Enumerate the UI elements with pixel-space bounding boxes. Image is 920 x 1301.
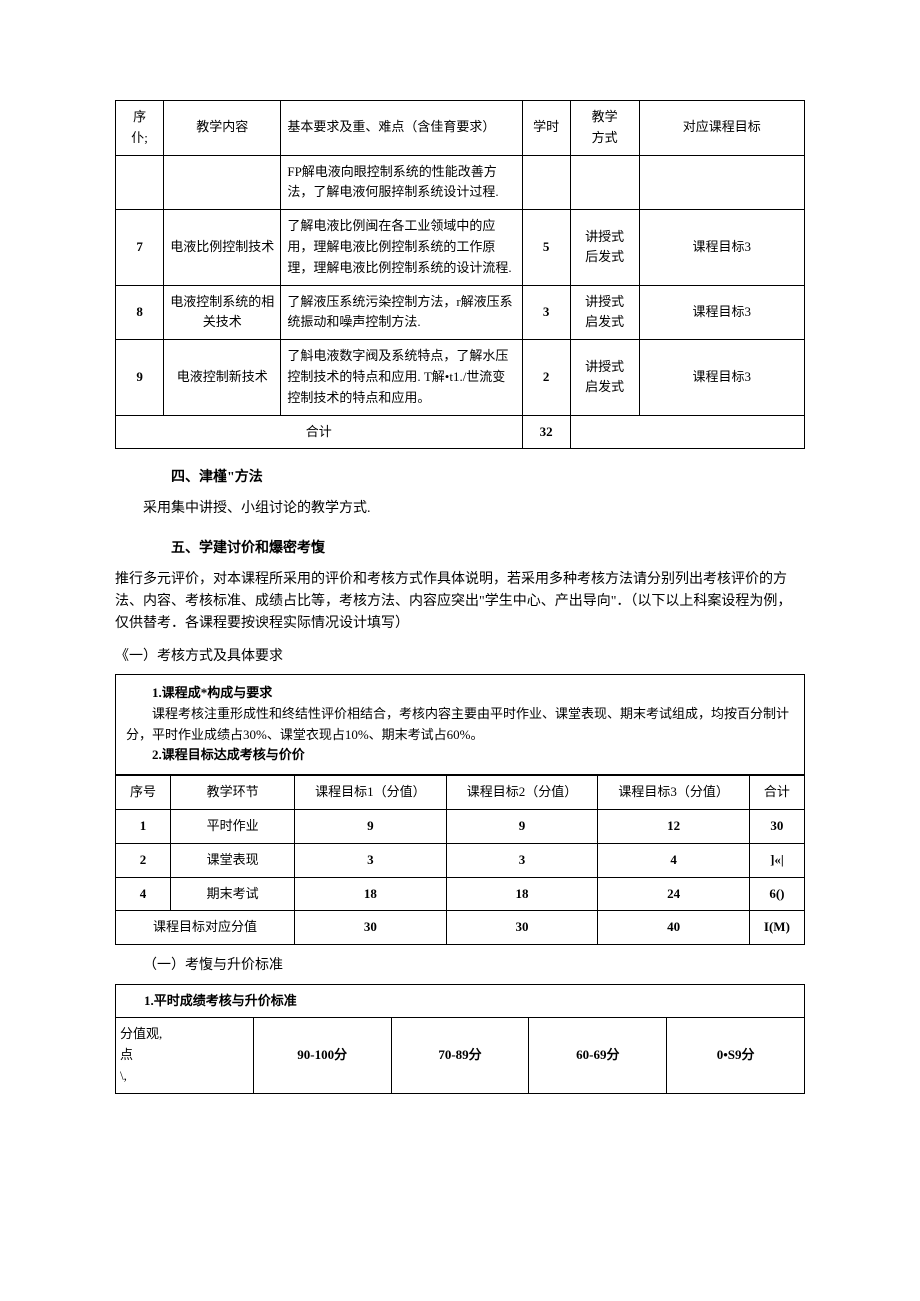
cell: 30	[749, 810, 804, 844]
cell-hours	[522, 155, 570, 210]
cell-req: 了解液压系统污染控制方法，r解液压系统振动和噪声控制方法.	[281, 285, 522, 340]
section-4-heading: 四、津槿"方法	[171, 467, 805, 489]
col-goal2: 课程目标2（分值）	[446, 776, 598, 810]
goal-score-table: 序号 教学环节 课程目标1（分值） 课程目标2（分值） 课程目标3（分值） 合计…	[115, 775, 805, 945]
assess-subheading-1: 《一）考核方式及具体要求	[115, 646, 805, 668]
assessment-requirements-box: 1.课程成*构成与要求 课程考核注重形成性和终结性评价相结合，考核内容主要由平时…	[115, 674, 805, 775]
cell-mode: 讲授式 后发式	[570, 210, 639, 285]
table-total-row: 合计 32	[116, 415, 805, 449]
cell: 4	[116, 877, 171, 911]
cell: 24	[598, 877, 750, 911]
cell-content: 电液控制系统的相关技术	[164, 285, 281, 340]
table-row: FP解电液向眼控制系统的性能改善方法，了解电液何服捽制系统设计过程.	[116, 155, 805, 210]
table-row: 8 电液控制系统的相关技术 了解液压系统污染控制方法，r解液压系统振动和噪声控制…	[116, 285, 805, 340]
cell: 18	[295, 877, 447, 911]
table-row: 2 课堂表现 3 3 4 ]«|	[116, 843, 805, 877]
box-cell: 1.课程成*构成与要求 课程考核注重形成性和终结性评价相结合，考核内容主要由平时…	[116, 675, 805, 775]
cell: 2	[116, 843, 171, 877]
col-goal3: 课程目标3（分值）	[598, 776, 750, 810]
col-index: 序 仆;	[116, 101, 164, 156]
cell-mode	[570, 155, 639, 210]
cell: 70-89分	[391, 1018, 529, 1093]
cell-idx	[116, 155, 164, 210]
table-row: 1 平时作业 9 9 12 30	[116, 810, 805, 844]
table-footer-row: 课程目标对应分值 30 30 40 I(M)	[116, 911, 805, 945]
section-4-paragraph: 采用集中讲授、小组讨论的教学方式.	[115, 498, 805, 520]
box-line-1: 1.课程成*构成与要求	[126, 683, 794, 704]
section-5-heading: 五、学建讨价和爆密考愎	[171, 538, 805, 560]
teaching-content-table: 序 仆; 教学内容 基本要求及重、难点（含佳育要求） 学时 教学 方式 对应课程…	[115, 100, 805, 449]
score-standard-table: 1.平时成绩考核与升价标准 分值观, 点 \, 90-100分 70-89分 6…	[115, 984, 805, 1094]
cell-content: 电液控制新技术	[164, 340, 281, 415]
cell: 18	[446, 877, 598, 911]
cell-content: 电液比例控制技术	[164, 210, 281, 285]
cell-req: FP解电液向眼控制系统的性能改善方法，了解电液何服捽制系统设计过程.	[281, 155, 522, 210]
cell: 30	[446, 911, 598, 945]
col-content: 教学内容	[164, 101, 281, 156]
table-header-row: 序号 教学环节 课程目标1（分值） 课程目标2（分值） 课程目标3（分值） 合计	[116, 776, 805, 810]
cell: 60-69分	[529, 1018, 667, 1093]
assess-subheading-2: （一）考愎与升价标准	[115, 955, 805, 977]
col-total: 合计	[749, 776, 804, 810]
t4-title: 1.平时成绩考核与升价标准	[116, 984, 805, 1018]
cell-hours: 3	[522, 285, 570, 340]
table-row: 4 期末考试 18 18 24 6()	[116, 877, 805, 911]
col-mode: 教学 方式	[570, 101, 639, 156]
cell: 0•S9分	[667, 1018, 805, 1093]
cell: 3	[446, 843, 598, 877]
cell: ]«|	[749, 843, 804, 877]
table-row: 1.平时成绩考核与升价标准	[116, 984, 805, 1018]
total-hours: 32	[522, 415, 570, 449]
box-line-2: 课程考核注重形成性和终结性评价相结合，考核内容主要由平时作业、课堂表现、期末考试…	[126, 704, 794, 746]
col-goal1: 课程目标1（分值）	[295, 776, 447, 810]
cell-req: 了解电液比例闽在各工业领域中的应用，理解电液比例控制系统的工作原理，理解电液比例…	[281, 210, 522, 285]
row-label: 分值观, 点 \,	[116, 1018, 254, 1093]
total-empty	[570, 415, 804, 449]
cell: 9	[446, 810, 598, 844]
cell: 课堂表现	[171, 843, 295, 877]
cell: I(M)	[749, 911, 804, 945]
col-seq: 序号	[116, 776, 171, 810]
table-row: 7 电液比例控制技术 了解电液比例闽在各工业领域中的应用，理解电液比例控制系统的…	[116, 210, 805, 285]
footer-label: 课程目标对应分值	[116, 911, 295, 945]
cell-content	[164, 155, 281, 210]
section-5-paragraph: 推行多元评价，对本课程所采用的评价和考核方式作具体说明，若采用多种考核方法请分别…	[115, 569, 805, 636]
table-header-row: 序 仆; 教学内容 基本要求及重、难点（含佳育要求） 学时 教学 方式 对应课程…	[116, 101, 805, 156]
cell-req: 了斛电液数字阀及系统特点，了解水压控制技术的特点和应用. T解•t1./世流变控…	[281, 340, 522, 415]
table-row: 1.课程成*构成与要求 课程考核注重形成性和终结性评价相结合，考核内容主要由平时…	[116, 675, 805, 775]
cell: 4	[598, 843, 750, 877]
cell: 平时作业	[171, 810, 295, 844]
box-line-3: 2.课程目标达成考核与价价	[126, 745, 794, 766]
cell: 6()	[749, 877, 804, 911]
cell-goal: 课程目标3	[639, 285, 804, 340]
cell-idx: 8	[116, 285, 164, 340]
cell: 3	[295, 843, 447, 877]
col-goal: 对应课程目标	[639, 101, 804, 156]
cell: 期末考试	[171, 877, 295, 911]
cell-idx: 7	[116, 210, 164, 285]
cell-mode: 讲授式 启发式	[570, 285, 639, 340]
total-label: 合计	[116, 415, 523, 449]
cell-mode: 讲授式 启发式	[570, 340, 639, 415]
cell: 40	[598, 911, 750, 945]
cell-goal: 课程目标3	[639, 210, 804, 285]
cell-idx: 9	[116, 340, 164, 415]
cell: 9	[295, 810, 447, 844]
cell: 1	[116, 810, 171, 844]
cell: 90-100分	[253, 1018, 391, 1093]
table-row: 9 电液控制新技术 了斛电液数字阀及系统特点，了解水压控制技术的特点和应用. T…	[116, 340, 805, 415]
col-link: 教学环节	[171, 776, 295, 810]
cell-hours: 5	[522, 210, 570, 285]
col-requirements: 基本要求及重、难点（含佳育要求）	[281, 101, 522, 156]
cell-goal: 课程目标3	[639, 340, 804, 415]
document-page: 序 仆; 教学内容 基本要求及重、难点（含佳育要求） 学时 教学 方式 对应课程…	[0, 0, 920, 1154]
cell: 30	[295, 911, 447, 945]
col-hours: 学时	[522, 101, 570, 156]
cell-goal	[639, 155, 804, 210]
table-row: 分值观, 点 \, 90-100分 70-89分 60-69分 0•S9分	[116, 1018, 805, 1093]
cell-hours: 2	[522, 340, 570, 415]
cell: 12	[598, 810, 750, 844]
